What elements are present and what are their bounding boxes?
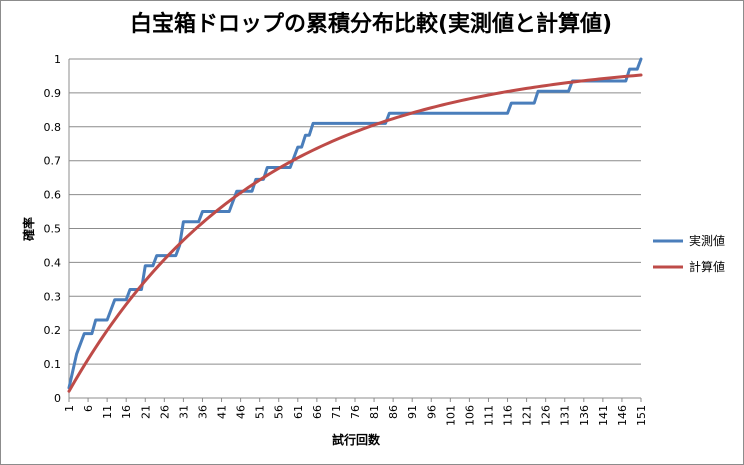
- x-tick-label: 111: [482, 405, 495, 426]
- grid-lines: [69, 58, 641, 365]
- x-tick-label: 76: [349, 405, 362, 419]
- y-tick-label: 0.8: [44, 121, 62, 134]
- series-line-1: [67, 57, 643, 390]
- legend-label: 計算値: [689, 259, 725, 274]
- x-tick-label: 61: [292, 405, 305, 419]
- legend-label: 実測値: [689, 233, 725, 248]
- y-tick-label: 0.5: [44, 223, 62, 236]
- x-tick-label: 136: [578, 405, 591, 426]
- x-tick-label: 1: [63, 405, 76, 412]
- x-tick-label: 46: [235, 405, 248, 419]
- y-tick-label: 1: [54, 53, 61, 66]
- x-tick-label: 116: [502, 405, 515, 426]
- y-tick-label: 0.6: [44, 189, 62, 202]
- x-tick-label: 36: [196, 405, 209, 419]
- x-tick-label: 131: [559, 405, 572, 426]
- x-tick-label: 31: [177, 405, 190, 419]
- x-tick-label: 56: [273, 405, 286, 419]
- x-tick-label: 146: [616, 405, 629, 426]
- x-tick-label: 81: [368, 405, 381, 419]
- x-tick-label: 66: [311, 405, 324, 419]
- x-tick-labels: 1 6 11 16 21 26 31 36 41 46 51 56 61 66 71 76 81 86 91 96 10…: [63, 398, 648, 426]
- x-tick-label: 91: [406, 405, 419, 419]
- chart-title: 白宝箱ドロップの累積分布比較(実測値と計算値): [130, 11, 612, 37]
- series-line-2: [67, 73, 643, 393]
- x-tick-label: 6: [82, 405, 95, 412]
- y-tick-label: 0.7: [44, 155, 62, 168]
- series-lines: [67, 57, 643, 393]
- x-tick-label: 26: [158, 405, 171, 419]
- x-tick-label: 71: [330, 405, 343, 419]
- x-tick-label: 16: [120, 405, 133, 419]
- x-tick-label: 126: [540, 405, 553, 426]
- x-axis-title: 試行回数: [332, 432, 381, 447]
- y-axis-title: 確率: [21, 217, 36, 241]
- x-tick-label: 86: [387, 405, 400, 419]
- y-tick-label: 0.1: [44, 358, 62, 371]
- y-tick-label: 0.4: [44, 256, 62, 269]
- x-tick-label: 41: [216, 405, 229, 419]
- y-tick-label: 0: [54, 392, 61, 405]
- x-tick-label: 21: [139, 405, 152, 419]
- x-tick-label: 101: [444, 405, 457, 426]
- y-tick-label: 0.3: [44, 290, 62, 303]
- x-tick-label: 151: [635, 405, 648, 426]
- x-tick-label: 141: [597, 405, 610, 426]
- y-tick-label: 0.9: [44, 87, 62, 100]
- x-tick-label: 51: [254, 405, 267, 419]
- x-tick-label: 11: [101, 405, 114, 419]
- x-tick-label: 106: [463, 405, 476, 426]
- y-tick-labels: 0 0.1 0.2 0.3 0.4 0.5 0.6 0.7 0.8 0.9 1: [44, 53, 62, 405]
- x-tick-label: 96: [425, 405, 438, 419]
- x-tick-label: 121: [521, 405, 534, 426]
- y-tick-label: 0.2: [44, 324, 62, 337]
